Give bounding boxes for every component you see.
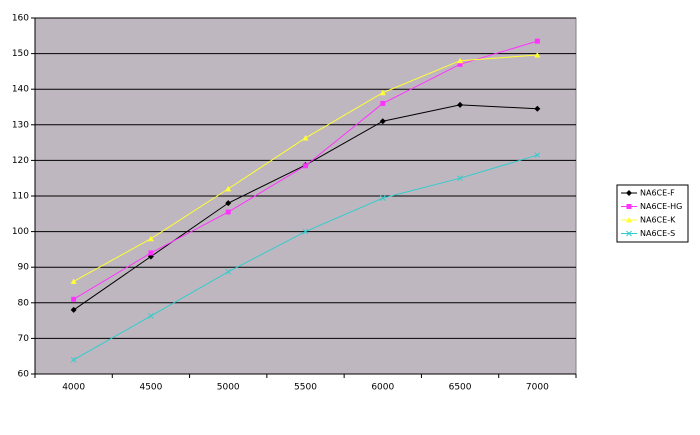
y-tick-label: 150	[12, 49, 29, 59]
marker	[70, 356, 77, 363]
y-tick-label: 120	[12, 156, 29, 166]
marker	[379, 195, 386, 201]
x-tick-label: 4000	[62, 383, 85, 393]
legend-label: NA6CE-F	[640, 189, 675, 198]
y-tick-label: 100	[12, 227, 29, 237]
marker	[534, 52, 541, 58]
x-tick-label: 5500	[294, 383, 317, 393]
marker	[303, 163, 308, 169]
marker	[379, 118, 386, 125]
marker	[626, 230, 632, 237]
marker	[302, 228, 309, 235]
marker	[457, 101, 464, 108]
marker	[225, 185, 232, 192]
x-tick-label: 7000	[526, 383, 549, 393]
y-tick-label: 160	[12, 14, 29, 24]
marker	[534, 105, 541, 112]
y-tick-label: 130	[12, 120, 29, 130]
y-tick-label: 90	[18, 263, 30, 273]
legend-label: NA6CE-K	[640, 216, 676, 225]
marker	[626, 190, 632, 196]
y-tick-label: 140	[12, 85, 29, 95]
marker	[534, 38, 540, 44]
marker	[70, 278, 77, 284]
marker	[148, 250, 154, 256]
marker	[380, 100, 386, 106]
marker	[302, 134, 309, 141]
y-tick-label: 110	[12, 192, 29, 202]
marker	[225, 209, 231, 215]
marker	[626, 204, 632, 209]
x-tick-label: 6500	[449, 383, 472, 393]
marker	[626, 217, 632, 223]
marker	[457, 57, 464, 64]
marker	[70, 306, 77, 313]
legend-label: NA6CE-S	[640, 229, 675, 238]
y-tick-label: 60	[18, 370, 30, 380]
marker	[225, 200, 232, 207]
marker	[147, 235, 154, 242]
marker	[457, 61, 463, 67]
x-tick-label: 6000	[371, 383, 394, 393]
legend-label: NA6CE-HG	[640, 202, 682, 211]
x-tick-label: 5000	[217, 383, 240, 393]
marker	[148, 313, 154, 319]
marker	[71, 296, 77, 302]
marker	[379, 89, 386, 96]
y-tick-label: 70	[18, 334, 30, 344]
marker	[457, 175, 463, 182]
marker	[225, 268, 232, 275]
x-tick-label: 4500	[139, 383, 162, 393]
y-tick-label: 80	[18, 298, 30, 308]
marker	[534, 152, 541, 158]
